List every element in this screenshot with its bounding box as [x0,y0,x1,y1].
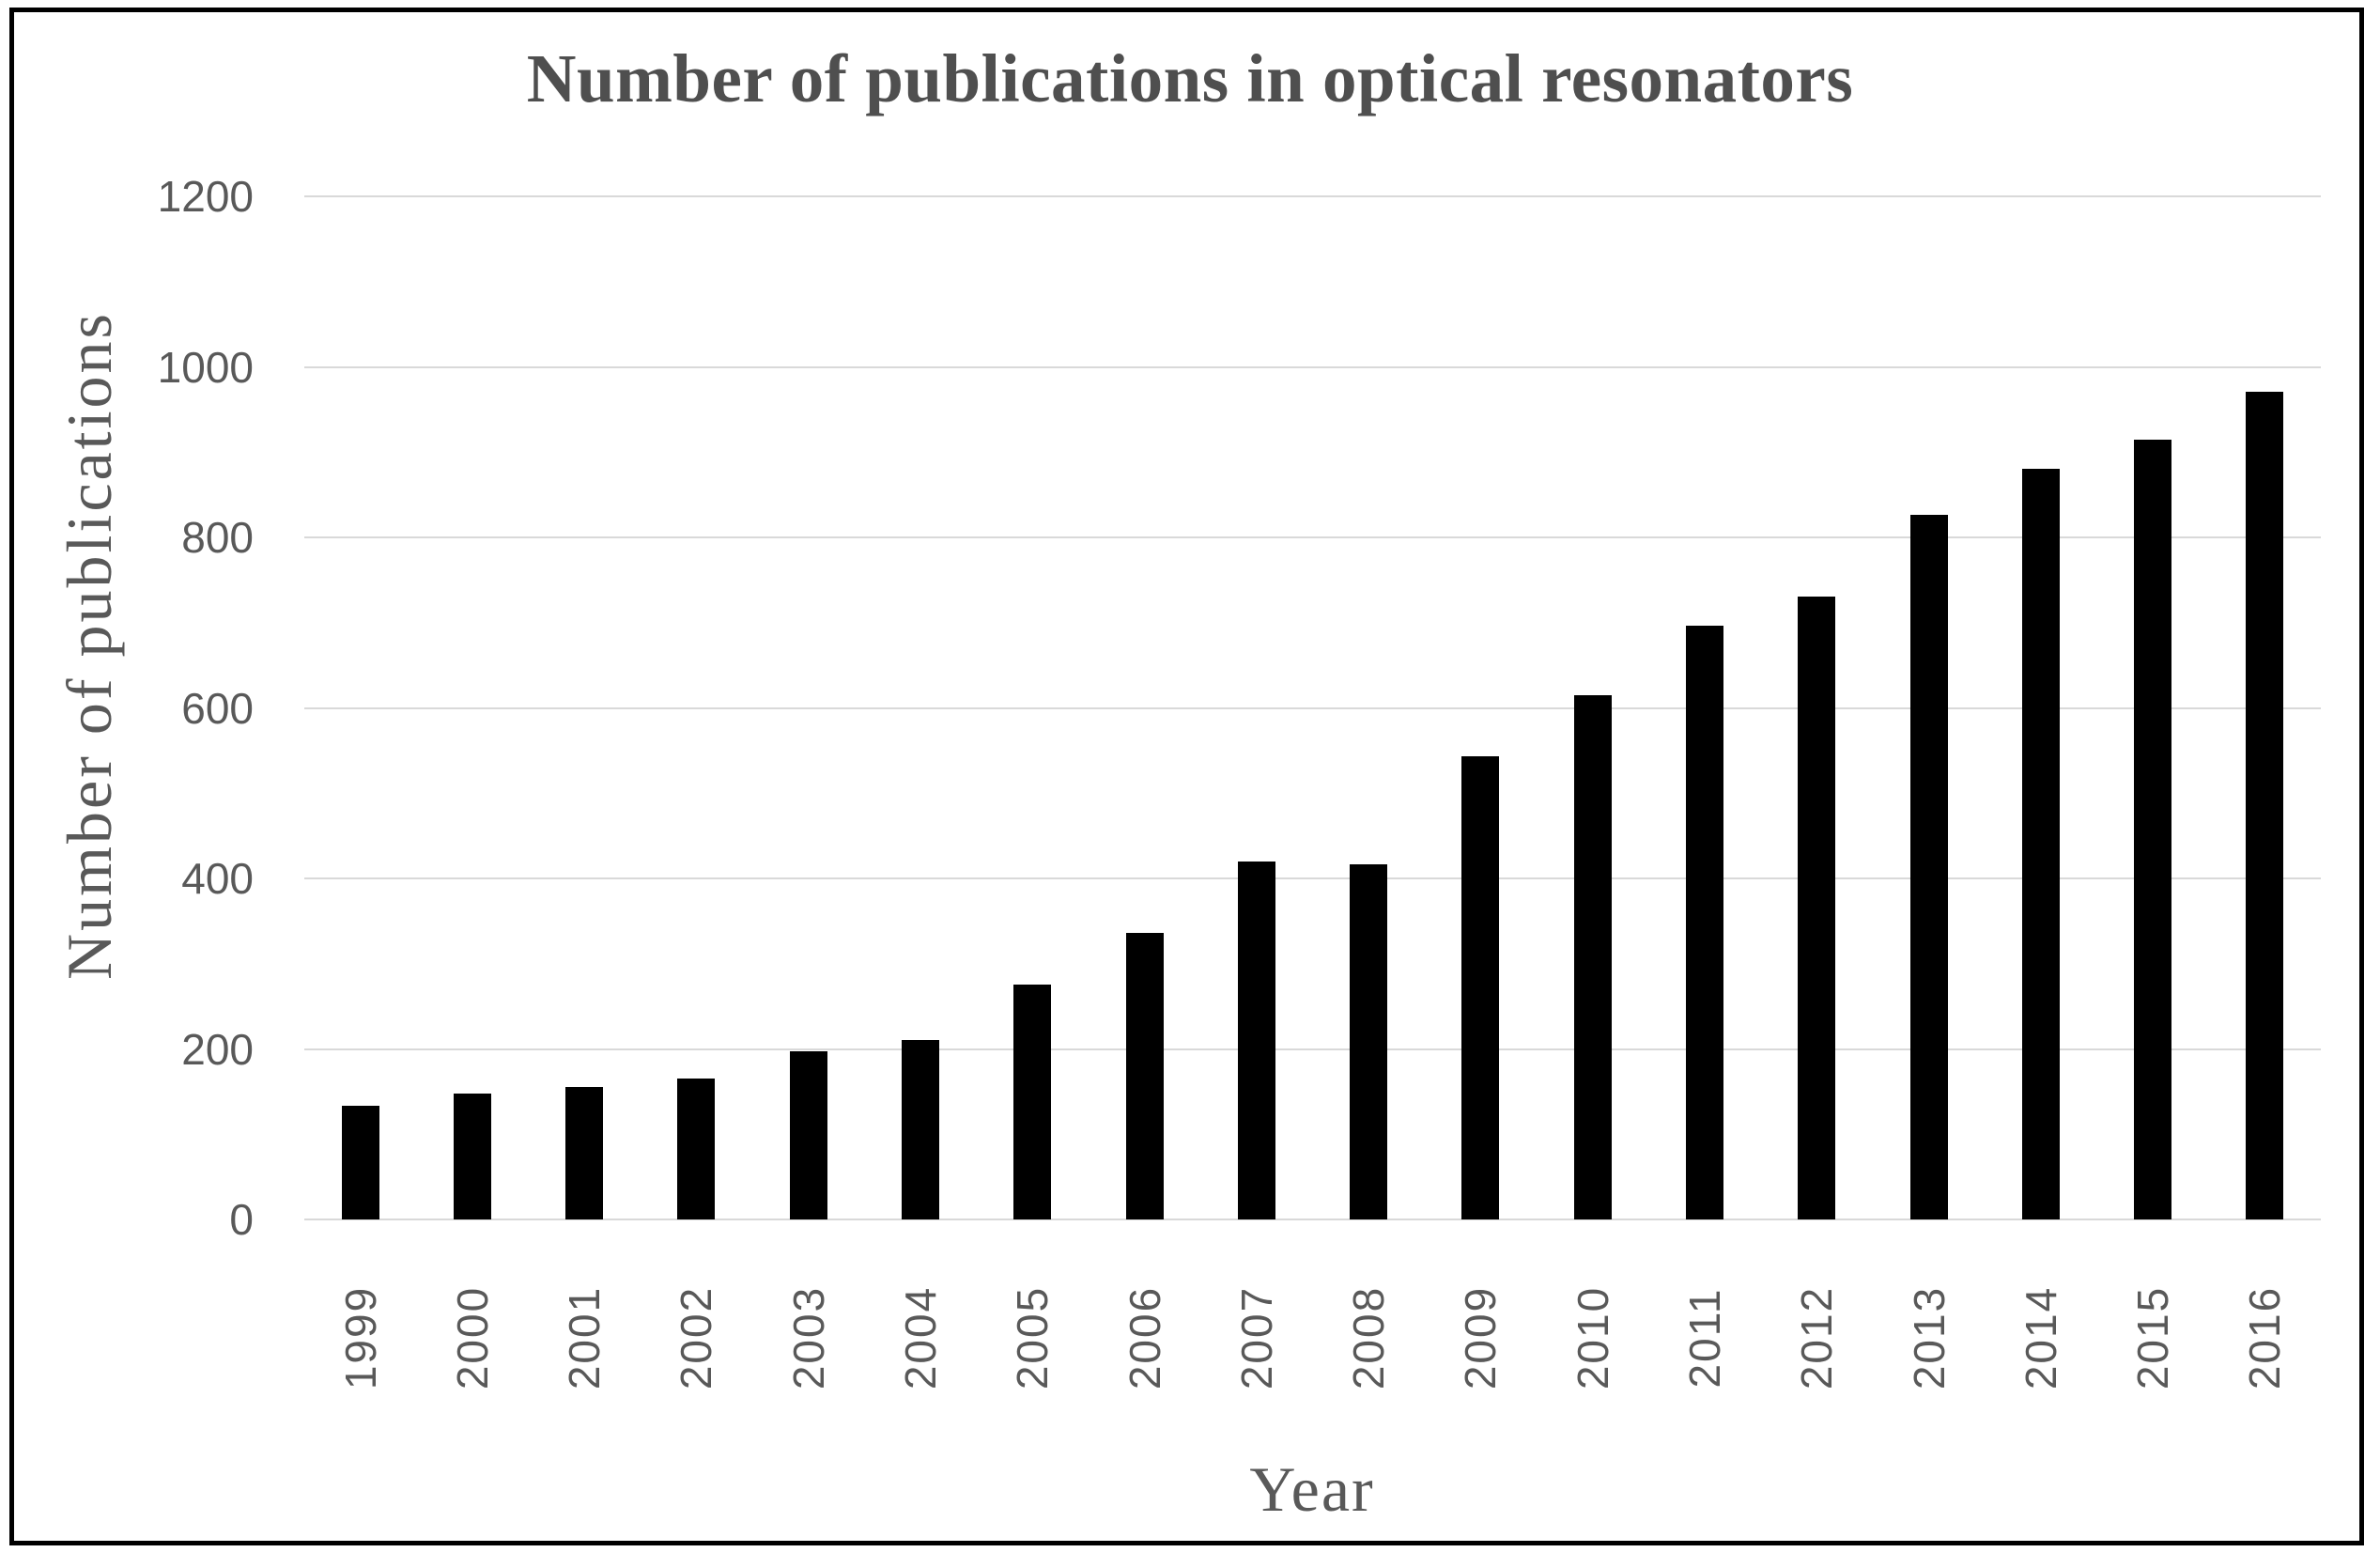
x-tick-label-1999: 1999 [335,1285,385,1390]
bar-2000 [453,1093,491,1219]
gridline-0 [304,1219,2321,1220]
bar-2003 [789,1051,827,1219]
bar-2007 [1237,861,1275,1219]
bar-2010 [1573,694,1612,1219]
bar-1999 [341,1106,379,1219]
x-tick-label-2002: 2002 [672,1285,721,1390]
y-tick-label-600: 600 [181,683,254,733]
bar-2002 [677,1079,716,1219]
x-tick-label-2010: 2010 [1568,1285,1617,1390]
bar-2004 [902,1039,940,1219]
bar-2008 [1350,864,1388,1219]
x-tick-label-2001: 2001 [560,1285,610,1390]
x-tick-label-2006: 2006 [1120,1285,1169,1390]
x-tick-label-2011: 2011 [1679,1287,1729,1389]
x-tick-label-2016: 2016 [2240,1285,2290,1390]
x-tick-label-2008: 2008 [1344,1285,1394,1390]
x-tick-label-2005: 2005 [1008,1285,1058,1390]
y-axis-title: Number of publications [54,311,125,980]
gridline-800 [304,536,2321,538]
gridline-200 [304,1048,2321,1050]
chart-title: Number of publications in optical resona… [526,40,1854,116]
bar-2015 [2134,439,2172,1219]
y-tick-label-200: 200 [181,1024,254,1074]
x-axis-title: Year [1249,1453,1375,1525]
bar-2005 [1013,984,1052,1219]
bar-2016 [2246,391,2284,1219]
x-tick-label-2000: 2000 [447,1285,497,1390]
x-tick-label-2009: 2009 [1456,1285,1506,1390]
x-tick-label-2013: 2013 [1904,1285,1954,1390]
y-tick-label-400: 400 [181,854,254,903]
gridline-600 [304,706,2321,709]
x-tick-label-2014: 2014 [2016,1285,2065,1390]
gridline-1000 [304,365,2321,368]
plot-area [304,195,2321,1220]
x-tick-label-2007: 2007 [1231,1285,1281,1390]
x-tick-label-2012: 2012 [1792,1285,1842,1390]
y-tick-label-800: 800 [181,513,254,562]
bar-2012 [1798,596,1836,1219]
bar-2014 [2021,469,2060,1219]
x-tick-label-2003: 2003 [783,1285,833,1390]
x-tick-label-2004: 2004 [896,1285,946,1390]
bar-2009 [1461,756,1500,1219]
bar-2006 [1125,933,1164,1219]
y-tick-label-1000: 1000 [157,342,254,392]
gridline-400 [304,877,2321,879]
bar-2013 [1909,515,1948,1219]
y-tick-label-0: 0 [229,1195,254,1244]
bar-2011 [1685,626,1723,1219]
y-tick-label-1200: 1200 [157,172,254,221]
gridline-1200 [304,195,2321,197]
bar-2001 [565,1087,604,1219]
x-tick-label-2015: 2015 [2128,1285,2178,1390]
